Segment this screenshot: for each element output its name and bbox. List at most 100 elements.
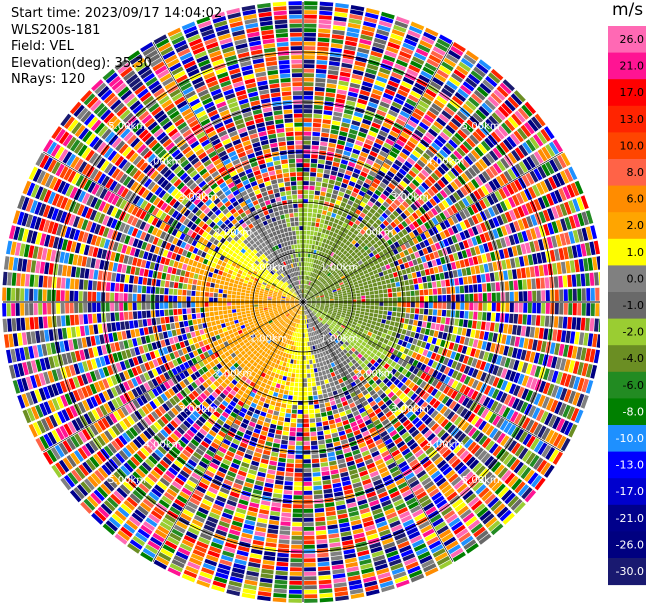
range-gate [335, 384, 341, 390]
range-gate [457, 129, 468, 140]
range-gate [317, 37, 330, 43]
range-gate [335, 276, 341, 280]
range-gate [368, 130, 378, 138]
range-gate [269, 460, 277, 466]
range-gate [328, 241, 334, 246]
range-gate [379, 150, 388, 158]
range-gate [303, 355, 306, 360]
range-gate [351, 191, 358, 198]
range-gate [559, 289, 564, 301]
range-gate [394, 234, 401, 241]
range-gate [520, 267, 527, 279]
range-gate [326, 278, 331, 283]
range-gate [427, 282, 433, 289]
range-gate [303, 508, 314, 513]
range-gate [397, 215, 404, 223]
range-gate [459, 221, 467, 230]
range-gate [356, 265, 361, 271]
range-gate [313, 395, 318, 400]
range-gate [308, 267, 311, 272]
range-gate [415, 209, 423, 217]
range-gate [510, 93, 523, 106]
range-gate [551, 221, 559, 234]
range-gate [383, 259, 389, 266]
range-gate [495, 203, 504, 214]
range-gate [275, 570, 288, 576]
range-gate [387, 205, 395, 213]
range-gate [577, 288, 582, 301]
range-gate [303, 526, 315, 531]
range-gate [340, 226, 346, 232]
range-gate [275, 402, 282, 407]
range-gate [454, 318, 459, 326]
range-gate [413, 52, 427, 61]
range-gate [339, 300, 343, 302]
range-gate [458, 61, 471, 72]
range-gate [304, 319, 306, 324]
range-gate [266, 537, 278, 543]
range-gate [483, 243, 490, 253]
range-gate [268, 390, 274, 396]
range-gate [388, 194, 396, 202]
range-gate [414, 146, 424, 155]
range-gate [389, 262, 395, 268]
range-gate [342, 197, 349, 204]
range-gate [428, 106, 440, 116]
range-gate [315, 73, 326, 79]
range-gate [308, 391, 313, 396]
range-gate [311, 296, 315, 299]
range-gate [517, 314, 523, 325]
range-gate [337, 257, 342, 262]
range-gate [324, 234, 329, 239]
range-gate [311, 272, 314, 277]
range-gate [477, 143, 488, 154]
range-gate [414, 82, 426, 92]
range-gate [432, 195, 441, 204]
range-gate [308, 292, 312, 296]
range-gate [550, 303, 555, 315]
range-gate [389, 150, 398, 159]
range-gate [560, 170, 570, 184]
range-gate [414, 175, 423, 184]
range-gate [508, 234, 516, 246]
range-gate [375, 322, 381, 327]
range-gate [407, 29, 421, 39]
range-gate [322, 389, 327, 394]
range-gate [319, 293, 324, 296]
range-gate [437, 302, 442, 309]
range-gate [323, 488, 333, 494]
range-gate [383, 234, 390, 241]
range-gate [478, 158, 488, 169]
range-gate [421, 321, 427, 328]
range-gate [470, 247, 477, 256]
range-gate [350, 233, 357, 239]
range-gate [397, 297, 402, 302]
range-gate [321, 214, 326, 220]
range-gate [443, 186, 452, 196]
range-gate [451, 215, 459, 224]
range-gate [321, 471, 330, 476]
range-gate [349, 82, 361, 89]
range-gate [484, 99, 496, 111]
range-gate [596, 256, 600, 270]
range-gate [421, 35, 435, 45]
range-gate [414, 284, 419, 290]
range-gate [385, 197, 393, 205]
range-gate [324, 197, 331, 202]
range-gate [560, 218, 568, 232]
range-gate [521, 204, 529, 216]
range-gate [371, 320, 377, 326]
range-gate [440, 163, 450, 172]
range-gate [388, 37, 402, 46]
range-gate [274, 579, 288, 585]
range-gate [414, 308, 420, 314]
range-gate [261, 568, 274, 575]
range-gate [381, 212, 389, 219]
range-gate [352, 187, 360, 194]
range-gate [339, 411, 346, 417]
range-gate [464, 285, 469, 293]
range-gate [289, 431, 296, 437]
range-gate [446, 310, 451, 317]
range-gate [430, 50, 444, 60]
range-gate [403, 209, 411, 217]
